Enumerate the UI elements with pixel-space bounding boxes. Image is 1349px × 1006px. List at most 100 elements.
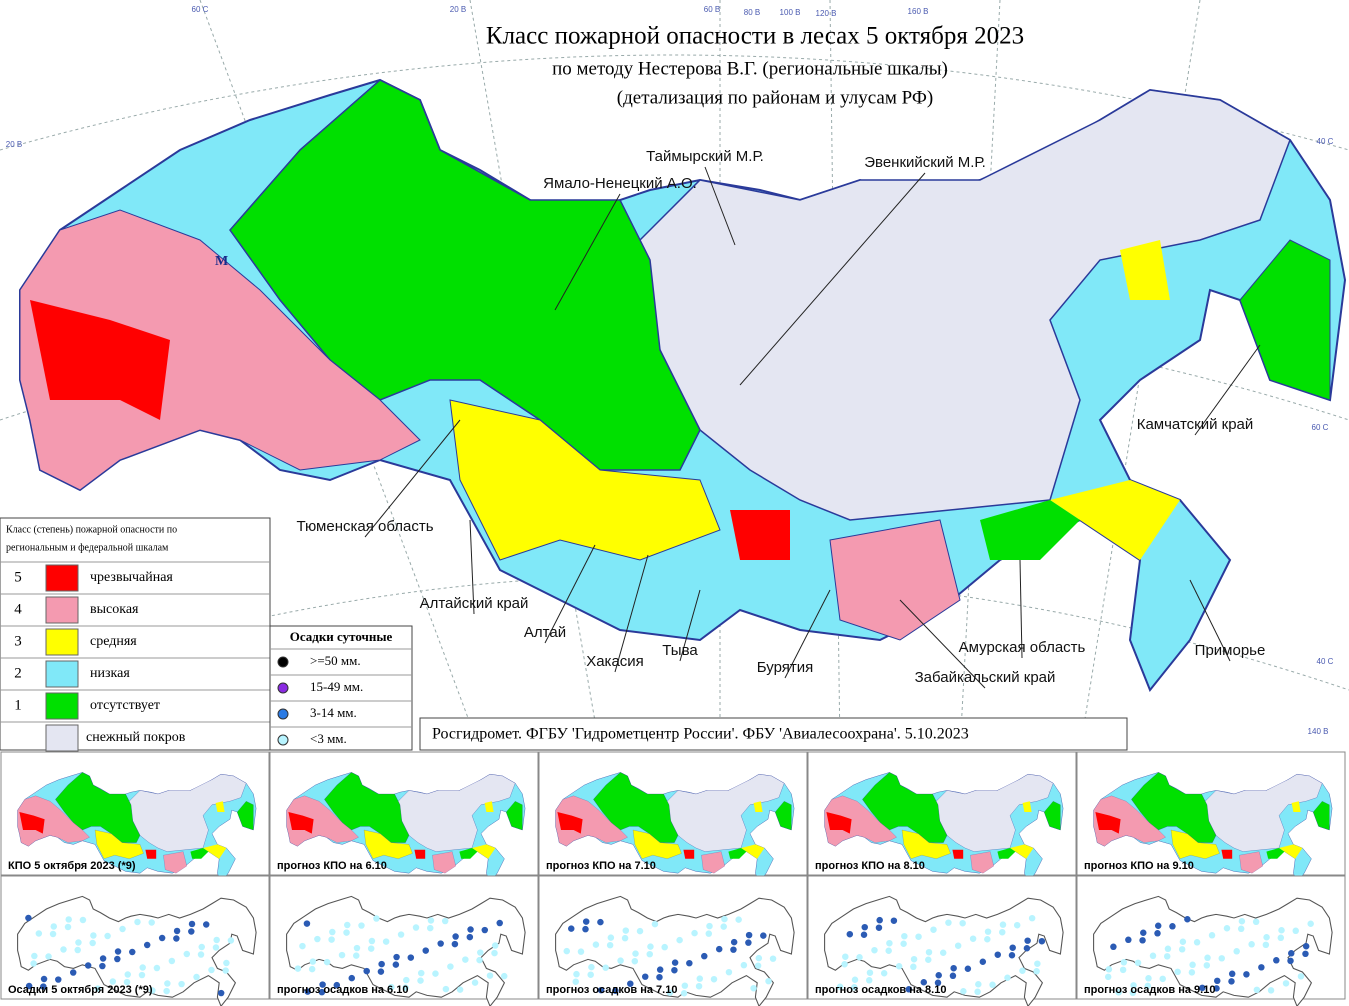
rain-dot: [1119, 966, 1127, 974]
region-label: Приморье: [1195, 642, 1266, 659]
rain-dot: [158, 934, 166, 942]
graticule-label: 20 В: [450, 5, 466, 14]
rain-dot: [696, 975, 704, 982]
rain-dot: [954, 942, 962, 949]
rain-dot: [621, 934, 629, 942]
legend-label: низкая: [90, 666, 130, 681]
rain-dot: [500, 972, 508, 980]
rain-dot: [49, 930, 57, 938]
thumbnail-caption: прогноз КПО на 8.10: [815, 860, 925, 872]
rain-dot: [79, 916, 87, 924]
title: Класс пожарной опасности в лесах 5 октяб…: [486, 23, 1024, 50]
rain-dot: [481, 926, 489, 934]
leader-line: [899, 599, 986, 689]
rain-dot: [842, 953, 849, 960]
rain-dot: [701, 952, 708, 960]
rain-dot: [193, 973, 200, 981]
rain-dot: [745, 939, 752, 946]
precip-dot: [277, 708, 289, 720]
graticule-label: 60 С: [192, 5, 209, 14]
rain-dot: [582, 925, 589, 933]
rain-dot: [1287, 957, 1294, 965]
graticule-label: 60 С: [1312, 423, 1329, 432]
thumbnail-map: [824, 895, 1064, 1006]
rain-dot: [866, 977, 873, 984]
rain-dot: [491, 942, 499, 949]
rain-dot: [632, 950, 639, 957]
rain-dot: [1104, 973, 1112, 981]
rain-dot: [885, 947, 892, 954]
rain-dot: [30, 960, 37, 967]
rain-dot: [74, 946, 81, 954]
rain-dot: [721, 915, 728, 923]
rain-dot: [1237, 925, 1245, 933]
rain-dot: [676, 936, 683, 944]
rain-dot: [1159, 975, 1166, 983]
rain-dot: [910, 955, 918, 963]
rain-dot: [1009, 944, 1016, 951]
rain-dot: [905, 986, 913, 993]
rain-dot: [217, 989, 225, 997]
rain-dot: [1262, 941, 1270, 949]
rain-dot: [467, 926, 474, 933]
rain-dot: [124, 971, 131, 978]
rain-dot: [1034, 960, 1041, 967]
rain-dot: [1243, 971, 1250, 978]
rain-dot: [129, 948, 136, 956]
thumbnail-caption: прогноз осадков на 9.10: [1084, 984, 1215, 996]
rain-dot: [705, 930, 713, 937]
rain-dot: [1258, 964, 1265, 971]
thumbnail-map: [555, 895, 795, 1006]
rain-dot: [1115, 989, 1122, 996]
rain-dot: [910, 963, 917, 971]
legend-swatch: [45, 660, 79, 688]
rain-dot: [164, 980, 171, 987]
rain-dot: [1228, 970, 1236, 978]
thumbnail-caption: прогноз осадков на 8.10: [815, 984, 946, 996]
rain-dot: [427, 924, 434, 932]
rain-dot: [572, 978, 579, 985]
rain-dot: [760, 932, 767, 939]
rain-dot: [153, 964, 161, 972]
rain-dot: [303, 920, 311, 927]
rain-dot: [1248, 941, 1255, 948]
rain-dot: [40, 983, 47, 990]
leader-line: [554, 193, 621, 311]
rain-dot: [213, 936, 220, 944]
region-label: Тыва: [662, 642, 698, 659]
region-label: Алтай: [524, 624, 566, 641]
rain-dot: [486, 972, 494, 979]
rain-dot: [900, 940, 907, 947]
rain-dot: [1004, 974, 1011, 981]
rain-dot: [382, 938, 390, 945]
outline: [555, 895, 795, 1006]
leader-line: [1189, 579, 1231, 662]
rain-dot: [99, 955, 107, 962]
rain-dot: [353, 944, 361, 952]
rain-dot: [681, 982, 689, 989]
rain-dot: [333, 981, 341, 989]
rain-dot: [1130, 982, 1137, 989]
rain-dot: [64, 923, 72, 931]
legend-class: 3: [14, 633, 22, 649]
rain-dot: [368, 937, 376, 945]
rain-dot: [1267, 987, 1275, 994]
rain-dot: [612, 987, 619, 994]
rain-dot: [846, 930, 854, 938]
rain-dot: [841, 961, 848, 968]
graticule-label: 60 В: [704, 5, 720, 14]
thumbnail-map: [286, 895, 526, 1006]
rain-dot: [462, 956, 469, 963]
region-label: Камчатский край: [1137, 416, 1254, 433]
rain-dot: [735, 916, 742, 923]
rain-dot: [1263, 934, 1270, 941]
precip-label: 3-14 мм.: [310, 705, 357, 720]
thumbnail-caption: прогноз КПО на 7.10: [546, 860, 656, 872]
rain-dot: [1307, 920, 1314, 927]
rain-dot: [1302, 943, 1310, 950]
rain-dot: [491, 949, 498, 957]
legend-swatch: [45, 564, 79, 592]
legend-class: 1: [14, 697, 22, 713]
rain-dot: [934, 979, 942, 987]
rain-dot: [1199, 984, 1206, 992]
